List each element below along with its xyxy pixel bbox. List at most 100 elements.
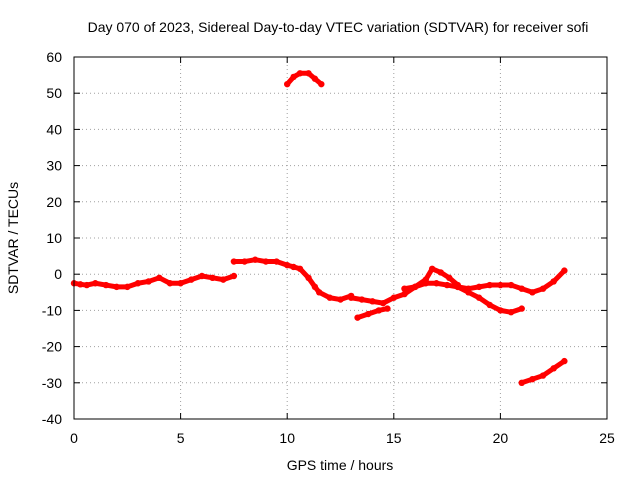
y-tick-label: -20 — [42, 339, 62, 355]
data-point — [273, 258, 280, 265]
data-point — [77, 281, 84, 288]
data-point — [401, 285, 408, 292]
series-line-track-low-dip — [355, 306, 390, 321]
data-point — [497, 307, 504, 314]
data-point — [347, 294, 355, 301]
data-point — [92, 280, 99, 287]
data-point — [390, 294, 397, 301]
plot-frame — [73, 56, 608, 420]
data-point — [529, 289, 536, 296]
y-tick-label: 30 — [46, 158, 62, 174]
data-point — [290, 73, 297, 81]
y-tick-label: 60 — [46, 49, 62, 65]
data-point — [437, 269, 444, 276]
data-series — [70, 70, 568, 386]
data-point — [446, 274, 453, 282]
x-tick-label: 5 — [177, 430, 185, 446]
data-point — [529, 375, 536, 383]
data-point — [326, 294, 334, 301]
data-point — [290, 263, 297, 271]
x-tick-label: 25 — [599, 430, 615, 446]
data-point — [384, 305, 391, 312]
x-tick-label: 10 — [279, 430, 295, 446]
y-tick-label: 40 — [46, 121, 62, 137]
data-point — [550, 365, 557, 372]
data-point — [465, 289, 472, 296]
data-point — [518, 305, 525, 312]
data-point — [539, 372, 547, 379]
data-point — [315, 289, 323, 296]
data-point — [518, 285, 525, 292]
data-point — [145, 278, 152, 285]
data-point — [507, 281, 515, 289]
data-point — [124, 283, 131, 291]
data-point — [379, 299, 387, 307]
data-point — [230, 258, 238, 265]
y-tick-label: 50 — [46, 85, 62, 101]
data-point — [365, 310, 372, 318]
axis-ticks: 0 5 10 15 20 25 -40 -30 -20 -10 0 10 20 30 40 50 60 — [42, 49, 615, 446]
series-line-track-descending — [401, 280, 525, 315]
y-tick-label: 10 — [46, 230, 62, 246]
data-point — [166, 280, 174, 287]
data-point — [497, 281, 504, 289]
data-point — [252, 256, 259, 263]
data-point — [311, 283, 319, 291]
y-tick-label: 20 — [46, 194, 62, 210]
series-line-track-main-late — [455, 268, 567, 295]
chart-title: Day 070 of 2023, Sidereal Day-to-day VTE… — [88, 19, 589, 35]
data-point — [561, 357, 568, 365]
data-point — [454, 283, 461, 291]
data-point — [113, 283, 120, 291]
grid-lines — [74, 57, 607, 419]
data-point — [486, 301, 493, 309]
data-point — [433, 280, 440, 287]
data-point — [284, 80, 291, 88]
data-point — [401, 290, 408, 298]
data-point — [486, 281, 493, 289]
data-point — [428, 265, 436, 272]
data-point — [83, 281, 90, 289]
x-axis-label: GPS time / hours — [287, 457, 394, 473]
data-point — [561, 267, 568, 274]
data-point — [177, 280, 184, 287]
data-point — [305, 70, 312, 77]
y-tick-label: 0 — [54, 266, 62, 282]
data-point — [422, 280, 429, 287]
data-point — [220, 276, 227, 283]
x-tick-label: 15 — [386, 430, 402, 446]
x-tick-label: 0 — [70, 430, 78, 446]
data-point — [311, 75, 319, 82]
data-point — [375, 307, 383, 314]
data-point — [102, 281, 110, 289]
y-tick-label: -30 — [42, 375, 62, 391]
data-point — [411, 283, 419, 291]
y-axis-label: SDTVAR / TECUs — [5, 182, 21, 294]
data-point — [518, 379, 525, 386]
data-point — [443, 281, 451, 289]
data-point — [296, 70, 304, 77]
data-point — [475, 294, 483, 301]
x-tick-label: 20 — [493, 430, 509, 446]
data-point — [507, 309, 515, 316]
data-point — [230, 272, 238, 280]
data-point — [354, 314, 361, 321]
data-point — [241, 258, 248, 265]
series-line-track-bottom-right — [519, 358, 567, 386]
data-point — [369, 298, 376, 305]
data-point — [209, 274, 216, 282]
data-point — [188, 276, 195, 283]
data-point — [305, 274, 312, 282]
data-point — [296, 265, 304, 272]
data-point — [134, 280, 142, 287]
data-point — [337, 296, 344, 303]
data-point — [475, 283, 483, 291]
data-point — [539, 285, 547, 292]
y-tick-label: -10 — [42, 302, 62, 318]
data-point — [198, 272, 206, 280]
data-point — [156, 274, 163, 282]
data-point — [550, 278, 557, 285]
data-point — [284, 261, 291, 269]
data-point — [318, 80, 325, 88]
